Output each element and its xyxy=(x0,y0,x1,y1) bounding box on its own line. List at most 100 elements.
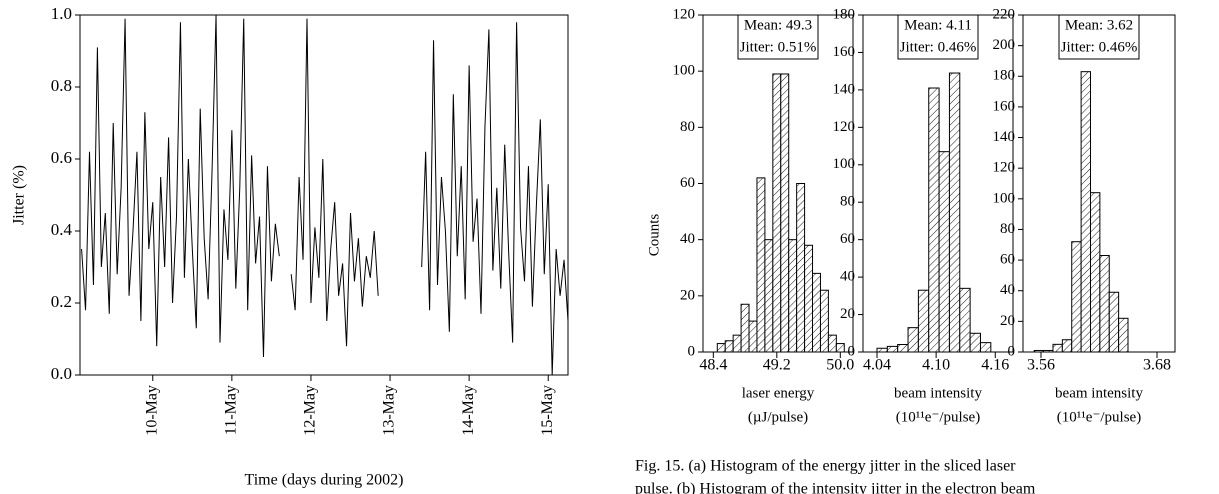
y-tick-label: 20 xyxy=(840,306,855,322)
y-tick-label: 120 xyxy=(673,6,696,22)
y-tick-label: 0 xyxy=(848,343,856,359)
x-tick-label: 14-May xyxy=(460,385,477,436)
y-tick-label: 40 xyxy=(680,231,695,247)
x-tick-label: 3.56 xyxy=(1027,357,1055,374)
x-tick-label: 4.16 xyxy=(981,357,1009,374)
histogram-bar xyxy=(1061,339,1073,353)
histogram-bar xyxy=(1099,254,1110,353)
histogram-bar xyxy=(748,320,758,353)
histogram-bar xyxy=(917,289,930,353)
histogram-bar xyxy=(772,73,782,353)
plot-frame xyxy=(79,14,569,376)
caption-line: pulse. (b) Histogram of the intensity ji… xyxy=(635,481,1036,494)
y-tick-label: 0.0 xyxy=(51,364,72,383)
x-tick-label: 15-May xyxy=(539,385,556,436)
annotation: Mean: 49.3 xyxy=(744,17,812,33)
x-tick-label: 11-May xyxy=(223,385,240,435)
y-tick-label: 60 xyxy=(1000,252,1015,268)
x-tick-label: 13-May xyxy=(381,385,398,436)
annotation: Jitter: 0.46% xyxy=(1061,39,1138,55)
y-tick-label: 60 xyxy=(840,231,855,247)
annotation: Jitter: 0.51% xyxy=(740,39,817,55)
y-tick-label: 220 xyxy=(993,6,1016,22)
y-tick-label: 0.4 xyxy=(51,220,73,239)
histogram-bar xyxy=(969,332,981,353)
x-axis-label: (µJ/pulse) xyxy=(748,409,808,425)
annotation-box xyxy=(897,14,979,60)
histogram-bar xyxy=(724,340,734,353)
y-tick-label: 0 xyxy=(1008,343,1016,359)
histogram-bar xyxy=(804,244,814,353)
y-tick-label: 20 xyxy=(1000,313,1015,329)
histogram-bar xyxy=(780,73,790,353)
histogram-bar xyxy=(819,289,829,353)
y-tick-label: 80 xyxy=(680,119,695,135)
x-axis-label: beam intensity xyxy=(1055,385,1143,401)
y-axis-label: Jitter (%) xyxy=(11,165,28,225)
histogram-bar xyxy=(1108,291,1120,353)
histogram-bar xyxy=(886,345,899,353)
histogram-bar xyxy=(959,287,971,353)
x-axis-label: Time (days during 2002) xyxy=(245,472,404,489)
y-tick-label: 0.6 xyxy=(51,148,72,167)
y-axis-label: Counts xyxy=(646,214,662,257)
histogram-bar xyxy=(1071,241,1082,353)
histogram-bar xyxy=(740,303,750,353)
y-tick-label: 180 xyxy=(993,68,1016,84)
histogram-bar xyxy=(788,239,798,353)
histogram-bar xyxy=(764,239,774,353)
x-tick-label: 48.4 xyxy=(699,357,727,374)
x-axis-label: beam intensity xyxy=(894,385,982,401)
histogram-bar xyxy=(756,177,766,353)
y-tick-label: 100 xyxy=(993,190,1016,206)
y-tick-label: 200 xyxy=(993,37,1016,53)
x-tick-label: 3.68 xyxy=(1143,357,1171,374)
y-tick-label: 20 xyxy=(680,287,695,303)
x-tick-label: 12-May xyxy=(302,385,319,436)
histogram-bar xyxy=(1089,192,1101,353)
histogram-bar xyxy=(948,72,961,353)
caption-line: Fig. 15. (a) Histogram of the energy jit… xyxy=(635,458,1016,475)
histogram-bar xyxy=(812,272,821,353)
histogram-bar xyxy=(1052,343,1063,353)
y-tick-label: 80 xyxy=(840,194,855,210)
y-tick-label: 100 xyxy=(673,63,696,79)
y-tick-label: 140 xyxy=(833,81,856,97)
x-tick-label: 10-May xyxy=(143,385,160,436)
histogram-bar xyxy=(979,342,992,353)
histogram-bar xyxy=(897,344,909,353)
y-tick-label: 140 xyxy=(993,129,1016,145)
y-tick-label: 80 xyxy=(1000,221,1015,237)
x-axis-label: laser energy xyxy=(742,385,815,401)
x-tick-label: 50.0 xyxy=(826,357,854,374)
histogram-bar xyxy=(827,334,837,353)
y-tick-label: 0 xyxy=(688,343,696,359)
x-tick-label: 4.10 xyxy=(922,357,950,374)
y-tick-label: 160 xyxy=(833,44,856,60)
histogram-bar xyxy=(716,343,726,353)
jitter-line xyxy=(81,14,569,376)
y-tick-label: 180 xyxy=(833,6,856,22)
annotation: Mean: 3.62 xyxy=(1065,17,1133,33)
histogram-bar xyxy=(796,183,806,353)
y-tick-label: 0.2 xyxy=(51,292,72,311)
annotation-box xyxy=(1058,14,1140,60)
y-tick-label: 40 xyxy=(840,269,855,285)
y-tick-label: 60 xyxy=(680,175,695,191)
histogram-bar xyxy=(928,87,940,353)
histogram-bar xyxy=(1118,317,1129,353)
histogram-bar xyxy=(1080,71,1091,353)
y-tick-label: 1.0 xyxy=(51,4,72,23)
histogram-bar xyxy=(835,343,845,353)
annotation: Jitter: 0.46% xyxy=(900,39,977,55)
histogram-bar xyxy=(938,151,950,353)
y-tick-label: 120 xyxy=(993,160,1016,176)
y-tick-label: 0.8 xyxy=(51,76,72,95)
histogram-bar xyxy=(876,347,888,353)
y-tick-label: 100 xyxy=(833,156,856,172)
x-tick-label: 49.2 xyxy=(763,357,791,374)
x-axis-label: (10¹¹e⁻/pulse) xyxy=(896,409,980,425)
y-tick-label: 160 xyxy=(993,98,1016,114)
x-axis-label: (10¹¹e⁻/pulse) xyxy=(1057,409,1141,425)
